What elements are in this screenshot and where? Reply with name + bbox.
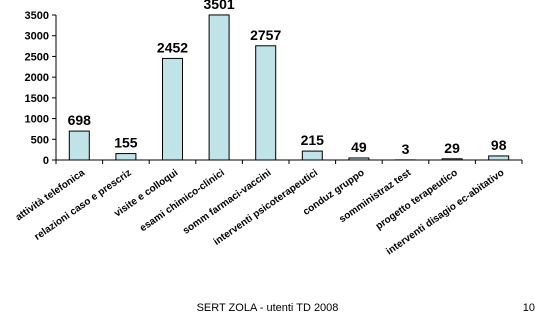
- y-tick-label: 3500: [25, 10, 49, 22]
- x-category-label: esami chimico-clinici: [138, 167, 227, 234]
- bar: [162, 57, 183, 161]
- y-tick-label: 500: [31, 134, 49, 146]
- bar-value-label: 215: [301, 132, 325, 148]
- bar-value-label: 3501: [204, 0, 235, 12]
- y-tick-label: 1500: [25, 93, 49, 105]
- bar-value-label: 2452: [157, 39, 188, 55]
- y-tick-label: 2000: [25, 72, 49, 84]
- value-labels: 698 155 2452 3501 2757 215 49 3 29 98: [68, 0, 507, 157]
- page-number: 10: [522, 302, 535, 314]
- footer-caption: SERT ZOLA - utenti TD 2008: [196, 302, 339, 314]
- bar-value-label: 155: [114, 135, 138, 151]
- bar: [115, 153, 137, 161]
- y-tick-label: 0: [43, 155, 49, 167]
- y-tick-label: 1000: [25, 114, 49, 126]
- bar-value-label: 698: [68, 112, 92, 128]
- bar: [208, 14, 230, 161]
- bar-value-label: 29: [444, 140, 460, 156]
- bar-chart: 0 500 1000 1500 2000 2500 3000 3500 698 155 2452 3…: [14, 0, 523, 257]
- bars: [68, 14, 510, 161]
- bar: [488, 155, 510, 161]
- bar-value-label: 98: [491, 137, 507, 153]
- bar-value-label: 2757: [250, 27, 281, 43]
- bar-value-label: 3: [402, 141, 410, 157]
- bar: [255, 45, 277, 161]
- y-tick-label: 2500: [25, 51, 49, 63]
- bar-value-label: 49: [351, 139, 367, 155]
- y-axis: 0 500 1000 1500 2000 2500 3000 3500: [25, 10, 57, 167]
- bar: [68, 130, 90, 161]
- bar: [301, 150, 323, 161]
- x-category-label: progetto terapeutico: [374, 167, 460, 232]
- x-category-label: somm farmaci-vaccini: [181, 167, 274, 236]
- x-axis: [55, 159, 523, 164]
- y-tick-label: 3000: [25, 31, 49, 43]
